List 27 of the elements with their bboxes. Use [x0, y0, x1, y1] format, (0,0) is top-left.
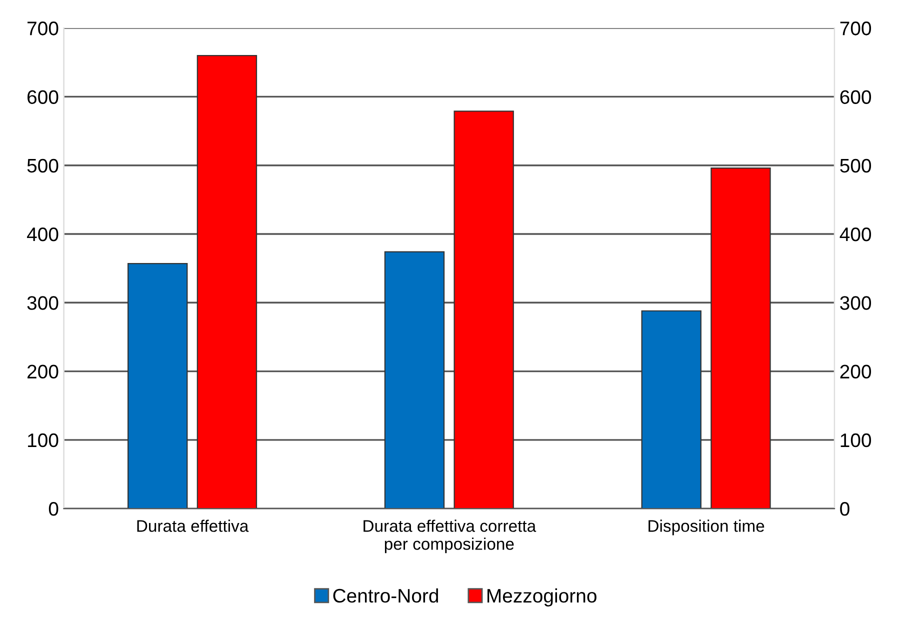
y2-tick-label: 400 — [840, 227, 872, 242]
bar — [128, 262, 188, 509]
y2-tick-label: 500 — [840, 158, 872, 173]
bar — [641, 310, 702, 509]
y2-tick-label: 600 — [840, 90, 872, 104]
x-tick-label: Disposition time — [648, 520, 764, 536]
y2-tick-label: 700 — [840, 22, 872, 36]
legend-label: Mezzogiorno — [488, 588, 596, 606]
y-tick-label: 200 — [28, 364, 58, 379]
legend-label: Centro-Nord — [333, 588, 438, 603]
y-tick-label: 300 — [27, 296, 58, 310]
bar — [384, 251, 445, 509]
y-tick-label: 100 — [28, 433, 58, 448]
y-tick-label: 500 — [27, 158, 58, 173]
y-tick-label: 600 — [28, 90, 58, 104]
y-tick-label: 700 — [28, 22, 58, 36]
x-tick-label: Durata effettiva — [137, 520, 249, 532]
y2-tick-label: 300 — [840, 296, 872, 310]
bar — [710, 168, 771, 509]
x-tick-label: Durata effettiva corretta per composizione — [364, 520, 536, 554]
bar — [196, 54, 258, 509]
y-tick-label: 0 — [48, 502, 58, 516]
y2-tick-label: 100 — [840, 433, 872, 448]
y2-tick-label: 200 — [840, 364, 872, 379]
bar — [454, 110, 514, 509]
y2-tick-label: 0 — [840, 502, 850, 516]
y-tick-label: 400 — [26, 227, 58, 242]
